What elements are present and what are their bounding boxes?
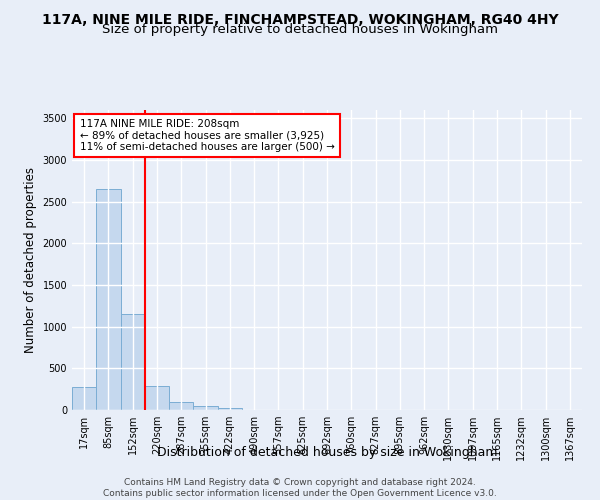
Text: 117A NINE MILE RIDE: 208sqm
← 89% of detached houses are smaller (3,925)
11% of : 117A NINE MILE RIDE: 208sqm ← 89% of det… [80,119,335,152]
Bar [96,189,121,410]
Text: Distribution of detached houses by size in Wokingham: Distribution of detached houses by size … [157,446,497,459]
Bar [121,314,145,410]
Bar [218,408,242,410]
Text: Size of property relative to detached houses in Wokingham: Size of property relative to detached ho… [102,22,498,36]
Bar [169,402,193,410]
Text: Contains HM Land Registry data © Crown copyright and database right 2024.
Contai: Contains HM Land Registry data © Crown c… [103,478,497,498]
Bar [72,387,96,410]
Bar [145,386,169,410]
Bar [193,406,218,410]
Text: 117A, NINE MILE RIDE, FINCHAMPSTEAD, WOKINGHAM, RG40 4HY: 117A, NINE MILE RIDE, FINCHAMPSTEAD, WOK… [41,12,559,26]
Y-axis label: Number of detached properties: Number of detached properties [24,167,37,353]
